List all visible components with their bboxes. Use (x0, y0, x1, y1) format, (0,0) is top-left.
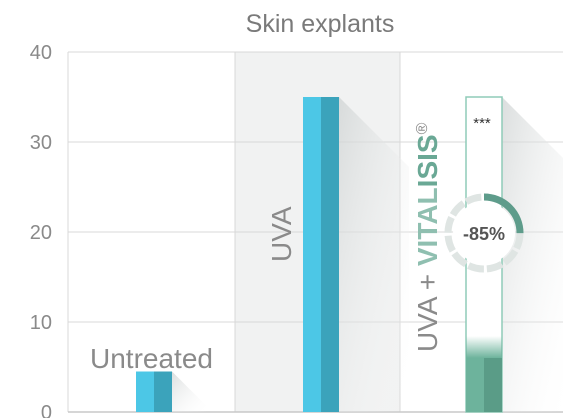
bar-uva-vitalisis-fade (466, 336, 502, 358)
bar-uva-vitalisis-right-face (484, 358, 502, 412)
bar-uva-left-face (303, 97, 321, 412)
bar-untreated-left-face (136, 371, 154, 412)
y-tick-label-0: 0 (41, 402, 52, 418)
reduction-badge: -85% (444, 193, 524, 273)
chart-title: Skin explants (246, 10, 395, 38)
brand-part-a: VITAL (412, 187, 443, 266)
bar-uva-shadow (339, 97, 409, 412)
category-label-uva-vitalisis: UVA + VITALISIS® (412, 122, 443, 352)
significance-marker: *** (473, 115, 491, 132)
category-label-uva: UVA (266, 206, 297, 262)
badge-label: -85% (463, 224, 505, 244)
label-prefix: UVA + (412, 266, 443, 352)
bar-uva-vitalisis-left-face (466, 358, 484, 412)
category-label-untreated: Untreated (90, 343, 213, 374)
bar-shadows (172, 97, 563, 412)
bar-uva-vitalisis-shadow (502, 97, 563, 412)
bar-untreated-shadow (172, 371, 209, 412)
y-tick-label-20: 20 (30, 222, 52, 244)
bar-uva-right-face (321, 97, 339, 412)
bar-untreated-right-face (154, 371, 172, 412)
y-axis-ticks: 0 10 20 30 40 (30, 42, 52, 418)
badge-disc (453, 202, 515, 264)
y-tick-label-10: 10 (30, 312, 52, 334)
registered-mark: ® (414, 122, 431, 134)
brand-part-b: ISIS (412, 134, 443, 187)
y-tick-label-30: 30 (30, 132, 52, 154)
badge-ring-fill (444, 193, 524, 273)
y-tick-label-40: 40 (30, 42, 52, 64)
